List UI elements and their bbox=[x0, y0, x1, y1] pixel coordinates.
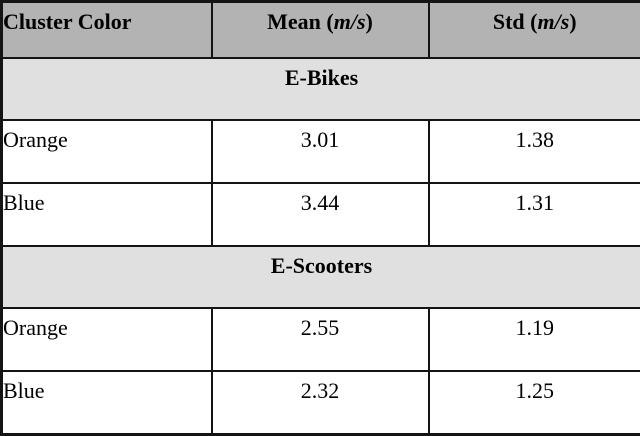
mean-value-cell: 3.44 bbox=[210, 181, 430, 247]
column-header-std: Std (m/s) bbox=[427, 0, 640, 59]
cluster-color-cell: Orange bbox=[0, 307, 213, 373]
table-row-ebikes-blue: Blue 3.44 1.31 bbox=[0, 181, 640, 247]
mean-header-label: Mean ( bbox=[267, 9, 334, 34]
std-value-cell: 1.38 bbox=[427, 118, 640, 184]
table-row-ebikes-orange: Orange 3.01 1.38 bbox=[0, 118, 640, 184]
mean-value-cell: 2.55 bbox=[210, 307, 430, 373]
table-header-row: Cluster Color Mean (m/s) Std (m/s) bbox=[0, 0, 640, 59]
cluster-color-cell: Orange bbox=[0, 118, 213, 184]
std-header-label: Std ( bbox=[492, 9, 538, 34]
table-row-escooters-blue: Blue 2.32 1.25 bbox=[0, 370, 640, 436]
std-value-cell: 1.25 bbox=[427, 370, 640, 436]
mean-value-cell: 2.32 bbox=[210, 370, 430, 436]
std-value-cell: 1.19 bbox=[427, 307, 640, 373]
section-title-e-bikes: E-Bikes bbox=[0, 56, 640, 121]
section-title-e-scooters: E-Scooters bbox=[0, 244, 640, 310]
section-row-e-scooters: E-Scooters bbox=[0, 244, 640, 310]
mean-header-paren: ) bbox=[365, 9, 373, 34]
mean-value-cell: 3.01 bbox=[210, 118, 430, 184]
table-row-escooters-orange: Orange 2.55 1.19 bbox=[0, 307, 640, 373]
cluster-color-cell: Blue bbox=[0, 370, 213, 436]
std-header-paren: ) bbox=[569, 9, 577, 34]
mean-unit-label: m/s bbox=[333, 9, 366, 34]
cluster-color-cell: Blue bbox=[0, 181, 213, 247]
std-unit-label: m/s bbox=[537, 9, 570, 34]
section-row-e-bikes: E-Bikes bbox=[0, 56, 640, 121]
column-header-mean: Mean (m/s) bbox=[210, 0, 430, 59]
column-header-cluster-color: Cluster Color bbox=[0, 0, 213, 59]
std-value-cell: 1.31 bbox=[427, 181, 640, 247]
